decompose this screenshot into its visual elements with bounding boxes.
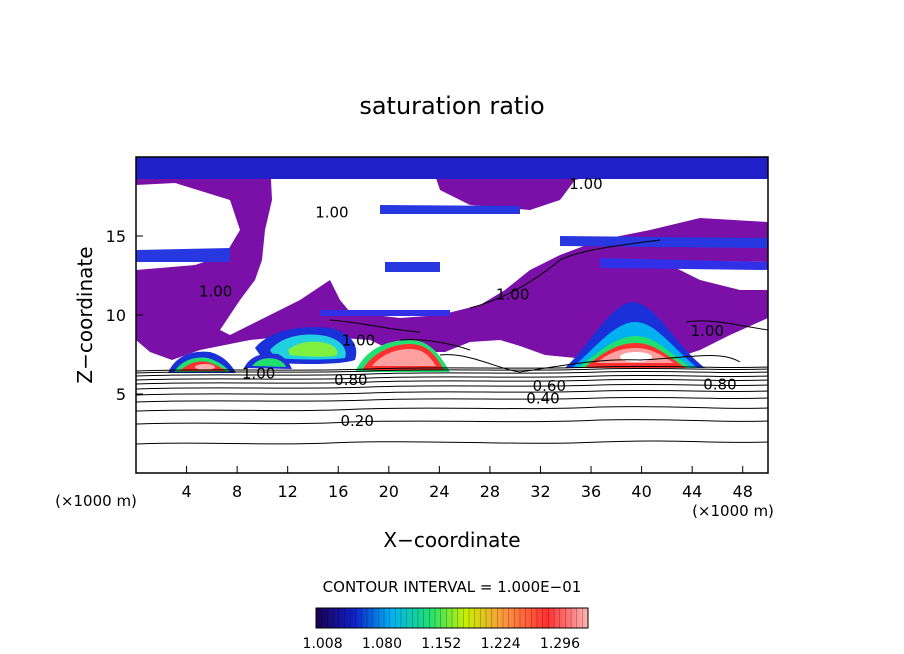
chart-title: saturation ratio	[359, 92, 544, 120]
x-unit-left: (×1000 m)	[55, 492, 137, 510]
x-tick-label: 20	[379, 482, 399, 501]
field-streak	[136, 157, 768, 179]
contour-label: 1.00	[199, 282, 232, 300]
y-tick-label: 5	[116, 385, 126, 404]
y-axis-label: Z−coordinate	[73, 246, 97, 383]
contour-label: 0.80	[334, 371, 367, 389]
contour-label: 1.00	[342, 331, 375, 349]
field-streak	[136, 248, 230, 262]
x-tick-label: 4	[181, 482, 191, 501]
contour-label: 1.00	[496, 285, 529, 303]
x-tick-label: 32	[530, 482, 550, 501]
contour-label: 0.40	[526, 390, 559, 408]
field-cloud	[620, 352, 652, 362]
contour-label: 1.00	[691, 322, 724, 340]
x-tick-label: 36	[581, 482, 601, 501]
x-tick-label: 16	[328, 482, 348, 501]
x-tick-label: 28	[480, 482, 500, 501]
field-cloud	[195, 364, 215, 370]
contour-label: 1.00	[242, 364, 275, 382]
field-streak	[600, 258, 768, 270]
y-tick-label: 15	[106, 227, 126, 246]
field-dry-region	[136, 183, 240, 270]
contour-label: 0.20	[340, 412, 373, 430]
x-tick-label: 40	[631, 482, 651, 501]
field-streak	[385, 262, 440, 272]
colorbar-tick-label: 1.008	[303, 636, 343, 652]
x-tick-label: 48	[733, 482, 753, 501]
field-streak	[320, 310, 450, 316]
plot-area	[136, 157, 768, 473]
contour-label: 0.80	[703, 376, 736, 394]
x-unit-right: (×1000 m)	[692, 502, 774, 520]
x-axis-label: X−coordinate	[383, 528, 520, 552]
field-streak	[560, 236, 768, 248]
x-tick-label: 8	[232, 482, 242, 501]
colorbar-tick-label: 1.152	[421, 636, 461, 652]
y-tick-label: 10	[106, 306, 126, 325]
x-axis: 4 8 12 16 20 24 28 32 36 40 44 48	[181, 466, 753, 501]
contour-label: 1.00	[315, 203, 348, 221]
contour-lines	[136, 239, 768, 445]
colorbar-bins	[321, 608, 583, 628]
field-dry-region	[220, 160, 768, 335]
contour-labels: 1.00 1.00 1.00 1.00 1.00 1.00 1.00 0.80 0.80 0.60…	[199, 175, 737, 430]
x-tick-label: 12	[278, 482, 298, 501]
field-cloud	[288, 341, 338, 357]
colorbar-tick-label: 1.224	[481, 636, 521, 652]
colorbar	[315, 607, 589, 629]
field-cloud	[372, 349, 436, 366]
colorbar-tick-label: 1.080	[362, 636, 402, 652]
colorbar-ticks: 1.008 1.080 1.152 1.224 1.296	[303, 636, 581, 652]
contour-interval-label: CONTOUR INTERVAL = 1.000E−01	[323, 578, 582, 596]
field-cloud	[252, 358, 286, 367]
contour-label: 0.60	[533, 377, 566, 395]
x-tick-label: 24	[429, 482, 449, 501]
y-axis: 5 10 15	[106, 227, 143, 404]
colorbar-tick-label: 1.296	[540, 636, 580, 652]
contour-label: 1.00	[569, 175, 602, 193]
field-streak	[380, 205, 520, 214]
x-tick-label: 44	[682, 482, 702, 501]
